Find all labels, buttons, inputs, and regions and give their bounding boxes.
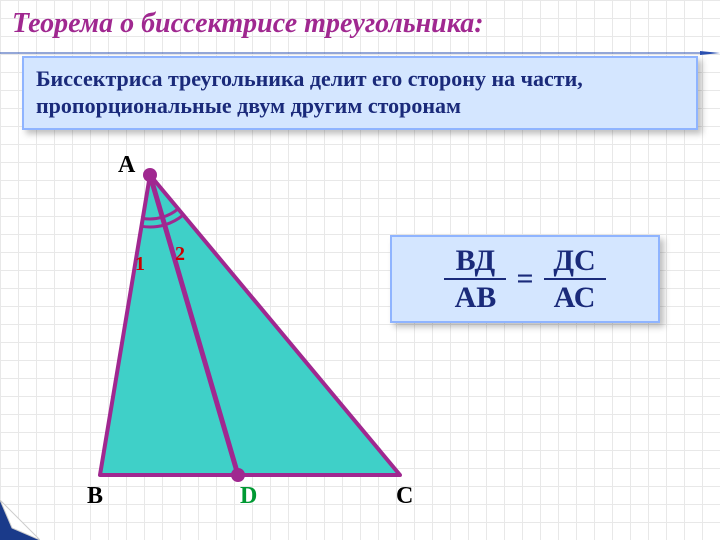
label-angle-2: 2 xyxy=(175,243,185,266)
label-C: С xyxy=(396,483,413,510)
corner-fold xyxy=(0,500,40,540)
fraction-right: ДС АС xyxy=(544,245,606,314)
vertex-point-D xyxy=(231,468,245,482)
slide-title: Теорема о биссектрисе треугольника: xyxy=(12,8,708,40)
theorem-statement-text: Биссектриса треугольника делит его сторо… xyxy=(36,66,583,118)
triangle-diagram: А В С D 1 2 xyxy=(40,145,480,525)
title-underline xyxy=(0,44,720,46)
equals-sign: = xyxy=(516,262,533,296)
label-A: А xyxy=(118,152,135,179)
formula-box: ВД АВ = ДС АС xyxy=(390,235,660,323)
fraction-right-numerator: ДС xyxy=(553,245,595,277)
fraction-line xyxy=(444,278,506,280)
fraction-left-denominator: АВ xyxy=(455,282,497,314)
fraction-line xyxy=(544,278,606,280)
label-angle-1: 1 xyxy=(135,253,145,276)
fraction-right-denominator: АС xyxy=(554,282,596,314)
fraction-left: ВД АВ xyxy=(444,245,506,314)
fraction-left-numerator: ВД xyxy=(456,245,496,277)
label-D: D xyxy=(240,483,257,510)
label-B: В xyxy=(87,483,103,510)
angle-arc-1 xyxy=(143,217,163,219)
theorem-statement-box: Биссектриса треугольника делит его сторо… xyxy=(22,56,698,130)
vertex-point-A xyxy=(143,168,157,182)
formula: ВД АВ = ДС АС xyxy=(444,245,605,314)
